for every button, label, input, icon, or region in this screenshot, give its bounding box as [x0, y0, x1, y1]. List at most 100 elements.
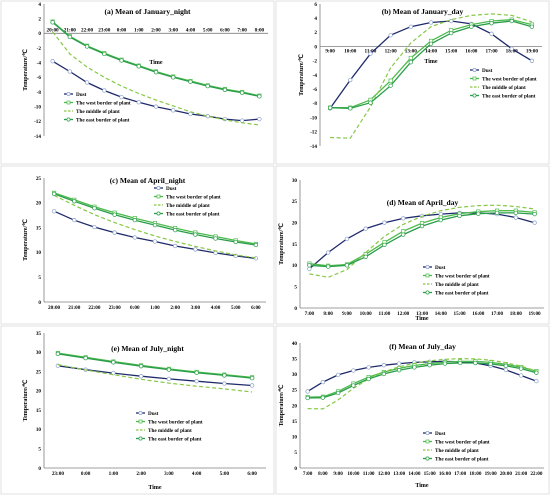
- y-tick-label: 10: [292, 435, 298, 441]
- y-tick-label: -14: [34, 134, 41, 140]
- y-axis-label: Temperature/℃: [278, 384, 285, 426]
- y-tick-label: -8: [37, 90, 42, 96]
- legend-label: The middle of plant: [166, 203, 210, 209]
- y-tick-label: 30: [292, 372, 298, 378]
- x-axis-label: Time: [415, 316, 429, 322]
- y-axis-label: Temperature/℃: [298, 54, 305, 96]
- chart-title: (f) Mean of July_day: [389, 342, 456, 351]
- data-point: [171, 108, 176, 113]
- x-tick-label: 4:00: [192, 471, 202, 477]
- y-tick-label: 20: [36, 201, 42, 207]
- legend-marker: [425, 290, 430, 295]
- data-point: [119, 94, 124, 100]
- data-point: [188, 111, 193, 117]
- x-tick-label: 22:00: [81, 27, 94, 33]
- data-point: [111, 360, 116, 365]
- data-point: [193, 247, 198, 252]
- data-point: [412, 365, 417, 370]
- data-point: [382, 220, 387, 225]
- data-point: [408, 60, 413, 65]
- x-tick-label: 14:00: [435, 311, 448, 317]
- x-tick-label: 2:00: [170, 305, 180, 311]
- data-point: [408, 24, 413, 29]
- data-point: [363, 226, 368, 231]
- chart-title: (a) Mean of January_night: [104, 7, 191, 16]
- x-tick-label: 0:00: [81, 471, 91, 477]
- data-point: [55, 351, 61, 356]
- data-point: [427, 363, 432, 368]
- data-point: [138, 374, 144, 379]
- x-tick-label: 12:00: [397, 311, 410, 317]
- y-tick-label: 5: [38, 275, 41, 281]
- x-tick-label: 20:00: [500, 471, 513, 477]
- y-tick-label: 2: [38, 16, 41, 22]
- data-point: [83, 355, 88, 361]
- y-tick-label: 15: [292, 242, 298, 248]
- data-point: [503, 367, 509, 373]
- x-tick-label: 17:00: [485, 49, 498, 55]
- chart-panel-1: -14-12-10-8-6-4-202469:0010:0011:0012:00…: [275, 0, 550, 165]
- data-point: [534, 378, 539, 384]
- legend-label: The west border of plant: [435, 273, 490, 279]
- series-line-2: [52, 31, 260, 126]
- x-tick-label: 12:00: [385, 49, 398, 55]
- y-tick-label: 0: [38, 31, 41, 37]
- x-tick-label: 8:00: [255, 27, 265, 33]
- data-point: [532, 211, 537, 217]
- data-point: [152, 239, 158, 244]
- data-point: [102, 88, 107, 93]
- data-point: [222, 87, 228, 92]
- y-tick-label: 4: [38, 2, 41, 8]
- data-point: [529, 58, 535, 63]
- x-axis-label: Time: [415, 483, 429, 489]
- y-tick-label: 20: [292, 403, 298, 409]
- x-tick-label: 5:00: [231, 305, 241, 311]
- legend-marker: [156, 194, 161, 199]
- x-tick-label: 13:00: [393, 471, 406, 477]
- x-tick-label: 6:00: [220, 27, 230, 33]
- y-tick-label: 15: [36, 408, 42, 414]
- data-point: [351, 368, 356, 373]
- data-point: [119, 58, 124, 63]
- data-point: [84, 44, 90, 49]
- series-line-2: [307, 357, 537, 410]
- chart-title: (e) Mean of July_night: [111, 344, 184, 353]
- x-tick-label: 0:00: [117, 27, 127, 33]
- data-point: [428, 41, 434, 46]
- y-tick-label: 30: [292, 178, 298, 184]
- x-tick-label: 19:00: [485, 471, 498, 477]
- series-line-2: [57, 364, 253, 393]
- x-tick-label: 3:00: [164, 471, 174, 477]
- x-tick-label: 5:00: [203, 27, 213, 33]
- data-point: [50, 20, 55, 25]
- legend-label: Dust: [435, 265, 446, 271]
- data-point: [171, 75, 176, 80]
- legend-marker: [425, 456, 430, 461]
- legend-marker: [138, 411, 143, 415]
- legend-marker: [138, 419, 143, 424]
- data-point: [194, 379, 199, 384]
- x-tick-label: 16:00: [465, 49, 478, 55]
- series-line-2: [53, 194, 256, 259]
- data-point: [513, 215, 518, 220]
- chart-title: (d) Mean of April_day: [387, 198, 459, 207]
- data-point: [222, 373, 227, 378]
- data-point: [326, 250, 331, 255]
- legend-marker: [425, 431, 430, 435]
- x-tick-label: 18:00: [469, 471, 482, 477]
- legend-label: The middle of plant: [76, 109, 120, 115]
- chart-title: (c) Mean of April_night: [110, 176, 186, 185]
- y-axis-label: Temperature/℃: [22, 49, 29, 91]
- data-point: [51, 209, 57, 214]
- data-point: [348, 106, 353, 111]
- x-tick-label: 23:00: [109, 305, 122, 311]
- data-point: [307, 266, 312, 271]
- data-point: [366, 365, 371, 370]
- panel-border: [0, 325, 275, 495]
- x-tick-label: 7:00: [237, 27, 247, 33]
- data-point: [518, 366, 524, 371]
- y-tick-label: -6: [313, 87, 318, 93]
- legend-label: The west border of plant: [76, 100, 131, 106]
- y-tick-label: -14: [310, 144, 317, 150]
